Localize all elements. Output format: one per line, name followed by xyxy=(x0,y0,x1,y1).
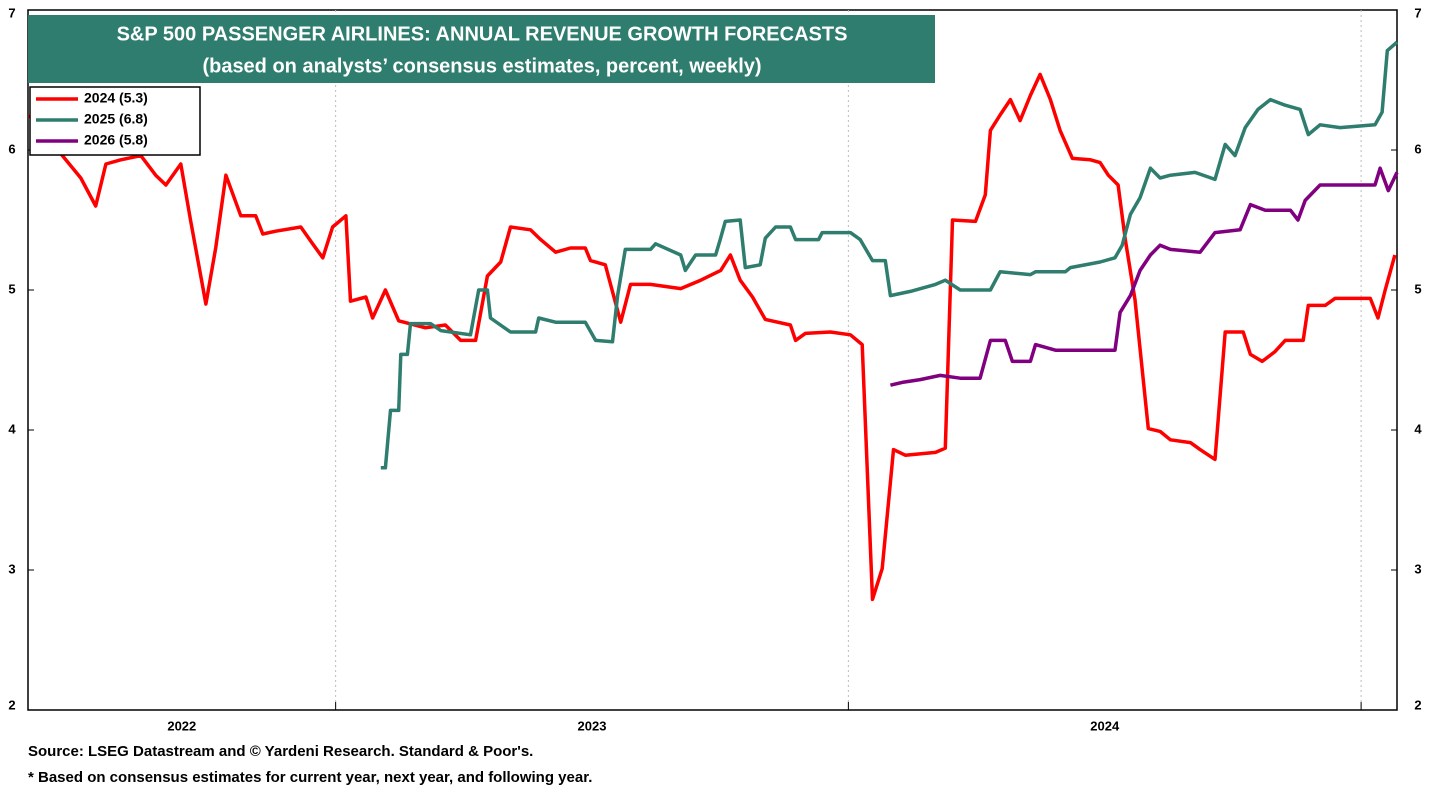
y-tick-label: 7 xyxy=(8,5,15,20)
y-tick-label: 6 xyxy=(8,141,15,156)
x-tick-label: 2024 xyxy=(1090,718,1120,733)
y2-tick-label: 7 xyxy=(1414,5,1421,20)
y2-tick-label: 3 xyxy=(1414,561,1421,576)
source-note: Source: LSEG Datastream and © Yardeni Re… xyxy=(28,743,533,760)
y-tick-label: 4 xyxy=(8,421,16,436)
legend-label: 2024 (5.3) xyxy=(84,90,148,106)
y-tick-label: 2 xyxy=(8,697,15,712)
y2-tick-label: 2 xyxy=(1414,697,1421,712)
chart-subtitle: (based on analysts’ consensus estimates,… xyxy=(202,55,761,77)
y-tick-label: 3 xyxy=(8,561,15,576)
legend-label: 2025 (6.8) xyxy=(84,111,148,127)
x-tick-label: 2022 xyxy=(167,718,196,733)
y2-tick-label: 6 xyxy=(1414,141,1421,156)
chart-title: S&P 500 PASSENGER AIRLINES: ANNUAL REVEN… xyxy=(117,23,848,45)
y2-tick-label: 4 xyxy=(1414,421,1422,436)
series-line xyxy=(27,72,1397,602)
y-tick-label: 5 xyxy=(8,281,15,296)
title-box xyxy=(28,15,935,83)
y2-tick-label: 5 xyxy=(1414,281,1421,296)
series-line xyxy=(380,40,1399,470)
legend: 2024 (5.3) 2025 (6.8) 2026 (5.8) xyxy=(36,90,148,148)
legend-label: 2026 (5.8) xyxy=(84,132,148,148)
plot-frame xyxy=(27,9,1398,711)
plot-area xyxy=(27,9,1399,711)
footnote: * Based on consensus estimates for curre… xyxy=(28,769,592,786)
x-tick-label: 2023 xyxy=(578,718,607,733)
series-line xyxy=(889,166,1399,387)
